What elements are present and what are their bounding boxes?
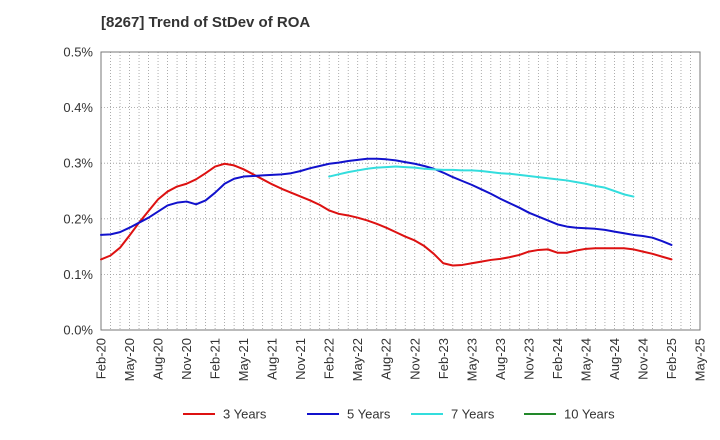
x-tick-label: Nov-23 (521, 338, 536, 380)
x-tick-label: Feb-24 (550, 338, 565, 379)
y-tick-label: 0.0% (63, 323, 93, 338)
x-tick-label: Feb-25 (664, 338, 679, 379)
x-tick-label: Feb-21 (208, 338, 223, 379)
x-axis-ticks: Feb-20 May-20 Aug-20 Nov-20 Feb-21 May-21 Aug-… (94, 338, 708, 381)
x-tick-label: Aug-21 (265, 338, 280, 380)
x-tick-label: Aug-24 (607, 338, 622, 380)
axes (100, 51, 701, 331)
y-tick-label: 0.1% (63, 267, 93, 282)
legend-item: 10 Years (524, 407, 615, 422)
x-tick-label: May-20 (122, 338, 137, 381)
legend-label: 5 Years (347, 407, 391, 422)
legend-label: 3 Years (223, 407, 267, 422)
x-tick-label: Feb-22 (322, 338, 337, 379)
series-line-7-years (328, 165, 635, 198)
x-tick-label: May-23 (464, 338, 479, 381)
x-tick-label: Aug-20 (151, 338, 166, 380)
legend-item: 5 Years (307, 407, 391, 422)
y-tick-label: 0.5% (63, 45, 93, 60)
x-tick-label: Feb-23 (436, 338, 451, 379)
y-axis-ticks: 0.0% 0.1% 0.2% 0.3% 0.4% 0.5% (63, 45, 93, 338)
x-tick-label: Nov-22 (407, 338, 422, 380)
x-tick-label: May-21 (236, 338, 251, 381)
series-line-3-years (100, 162, 673, 267)
legend: 3 Years 5 Years 7 Years 10 Years (183, 407, 615, 422)
series-lines (100, 157, 673, 267)
legend-label: 7 Years (451, 407, 495, 422)
legend-item: 3 Years (183, 407, 267, 422)
y-tick-label: 0.2% (63, 211, 93, 226)
x-tick-label: May-25 (693, 338, 708, 381)
grid-lines (101, 51, 700, 330)
x-tick-label: Nov-20 (179, 338, 194, 380)
chart-title: [8267] Trend of StDev of ROA (101, 14, 311, 31)
x-tick-label: Feb-20 (94, 338, 109, 379)
x-tick-label: Nov-24 (635, 338, 650, 380)
legend-label: 10 Years (564, 407, 615, 422)
y-tick-label: 0.3% (63, 156, 93, 171)
x-tick-label: May-22 (350, 338, 365, 381)
series-line-5-years (100, 157, 673, 246)
x-tick-label: Nov-21 (293, 338, 308, 380)
x-tick-label: Aug-23 (493, 338, 508, 380)
x-tick-label: May-24 (578, 338, 593, 381)
y-tick-label: 0.4% (63, 100, 93, 115)
x-tick-label: Aug-22 (379, 338, 394, 380)
plot-frame (100, 51, 701, 331)
legend-item: 7 Years (411, 407, 495, 422)
